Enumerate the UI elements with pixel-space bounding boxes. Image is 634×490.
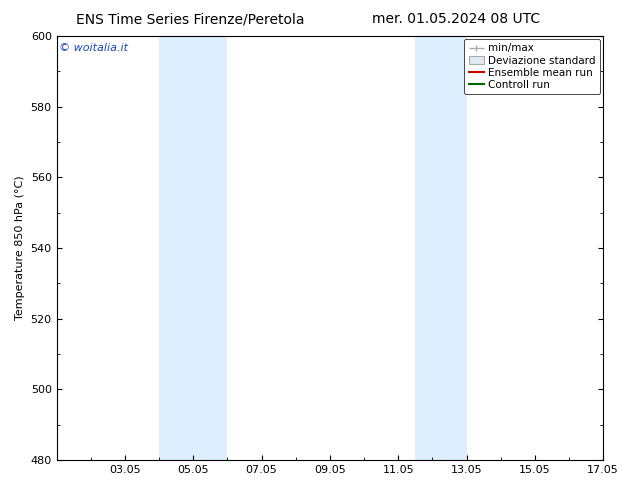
Bar: [159, 36, 228, 460]
Y-axis label: Temperature 850 hPa (°C): Temperature 850 hPa (°C): [15, 176, 25, 320]
Text: © woitalia.it: © woitalia.it: [60, 43, 129, 52]
Legend: min/max, Deviazione standard, Ensemble mean run, Controll run: min/max, Deviazione standard, Ensemble m…: [464, 39, 600, 94]
Bar: [415, 36, 467, 460]
Text: ENS Time Series Firenze/Peretola: ENS Time Series Firenze/Peretola: [76, 12, 304, 26]
Text: mer. 01.05.2024 08 UTC: mer. 01.05.2024 08 UTC: [372, 12, 541, 26]
